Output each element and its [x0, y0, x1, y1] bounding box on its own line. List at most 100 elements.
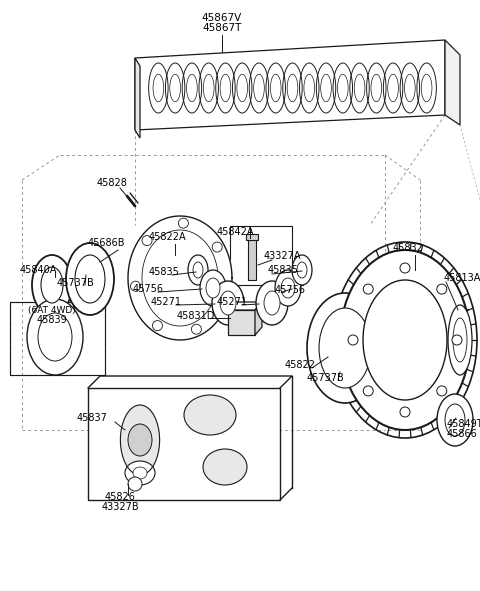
- Text: 45822A: 45822A: [148, 232, 186, 242]
- Ellipse shape: [75, 255, 105, 303]
- Circle shape: [212, 242, 222, 252]
- Ellipse shape: [204, 74, 214, 102]
- Ellipse shape: [287, 74, 298, 102]
- Ellipse shape: [125, 461, 155, 485]
- Ellipse shape: [27, 299, 83, 375]
- Ellipse shape: [133, 467, 147, 479]
- Text: 45842A: 45842A: [216, 227, 254, 237]
- Ellipse shape: [292, 255, 312, 285]
- Ellipse shape: [32, 255, 72, 315]
- Ellipse shape: [206, 278, 220, 298]
- Circle shape: [363, 386, 373, 396]
- Ellipse shape: [253, 74, 264, 102]
- Circle shape: [179, 218, 188, 228]
- Ellipse shape: [297, 262, 307, 278]
- Ellipse shape: [200, 270, 226, 306]
- Ellipse shape: [321, 74, 331, 102]
- Ellipse shape: [275, 270, 301, 306]
- Text: 45813A: 45813A: [444, 273, 480, 283]
- Ellipse shape: [270, 74, 281, 102]
- Polygon shape: [135, 40, 445, 130]
- Text: 45756: 45756: [132, 284, 164, 294]
- Ellipse shape: [307, 293, 383, 403]
- Text: 45828: 45828: [96, 178, 127, 188]
- Ellipse shape: [354, 74, 365, 102]
- Text: 45756: 45756: [275, 285, 306, 295]
- Circle shape: [437, 284, 447, 294]
- Ellipse shape: [41, 267, 63, 303]
- Ellipse shape: [128, 424, 152, 456]
- Text: 45822: 45822: [285, 360, 315, 370]
- Ellipse shape: [319, 308, 371, 388]
- Text: 45271: 45271: [151, 297, 181, 307]
- Polygon shape: [120, 405, 159, 475]
- Ellipse shape: [337, 74, 348, 102]
- Ellipse shape: [220, 74, 231, 102]
- Ellipse shape: [340, 250, 470, 430]
- Ellipse shape: [188, 255, 208, 285]
- Text: 45840A: 45840A: [19, 265, 57, 275]
- Circle shape: [128, 477, 142, 491]
- Ellipse shape: [220, 291, 236, 315]
- Text: 45737B: 45737B: [56, 278, 94, 288]
- Text: 45686B: 45686B: [87, 238, 125, 248]
- Text: 45737B: 45737B: [306, 373, 344, 383]
- Ellipse shape: [304, 74, 314, 102]
- Ellipse shape: [66, 243, 114, 315]
- Text: 45832: 45832: [393, 243, 423, 253]
- Text: 45867T: 45867T: [202, 23, 242, 33]
- Ellipse shape: [187, 74, 197, 102]
- Polygon shape: [228, 310, 255, 335]
- Polygon shape: [88, 388, 280, 500]
- Ellipse shape: [212, 281, 244, 325]
- Text: 45866: 45866: [447, 429, 478, 439]
- Ellipse shape: [264, 291, 280, 315]
- Circle shape: [437, 386, 447, 396]
- Text: 43327B: 43327B: [101, 502, 139, 512]
- Text: 45835: 45835: [268, 265, 299, 275]
- Polygon shape: [248, 238, 256, 280]
- Ellipse shape: [363, 280, 447, 400]
- Circle shape: [153, 320, 162, 330]
- Polygon shape: [445, 40, 460, 125]
- Circle shape: [452, 335, 462, 345]
- Polygon shape: [255, 302, 262, 335]
- Ellipse shape: [453, 318, 467, 362]
- Text: 45839: 45839: [36, 315, 67, 325]
- Ellipse shape: [170, 74, 180, 102]
- Ellipse shape: [203, 449, 247, 485]
- Ellipse shape: [445, 404, 465, 436]
- Text: 45826: 45826: [105, 492, 135, 502]
- Ellipse shape: [437, 394, 473, 446]
- Ellipse shape: [237, 74, 248, 102]
- Circle shape: [142, 236, 152, 245]
- Polygon shape: [246, 234, 258, 240]
- Text: 45835: 45835: [149, 267, 180, 277]
- Text: 45849T: 45849T: [447, 419, 480, 429]
- Text: 45867V: 45867V: [202, 13, 242, 23]
- Circle shape: [131, 281, 141, 291]
- Polygon shape: [135, 58, 140, 138]
- Ellipse shape: [256, 281, 288, 325]
- Ellipse shape: [371, 74, 382, 102]
- Ellipse shape: [421, 74, 432, 102]
- Ellipse shape: [153, 74, 164, 102]
- Ellipse shape: [281, 278, 295, 298]
- Circle shape: [348, 335, 358, 345]
- Ellipse shape: [388, 74, 398, 102]
- Ellipse shape: [193, 262, 203, 278]
- Ellipse shape: [405, 74, 415, 102]
- Text: (6AT 4WD): (6AT 4WD): [28, 306, 76, 314]
- Text: 45271: 45271: [216, 297, 248, 307]
- Polygon shape: [128, 216, 232, 340]
- Circle shape: [218, 289, 228, 299]
- Text: 45837: 45837: [76, 413, 107, 423]
- Ellipse shape: [448, 305, 472, 375]
- Circle shape: [400, 407, 410, 417]
- Polygon shape: [228, 302, 262, 310]
- Circle shape: [363, 284, 373, 294]
- Circle shape: [192, 324, 202, 335]
- Text: 43327A: 43327A: [264, 251, 301, 261]
- Circle shape: [400, 263, 410, 273]
- Ellipse shape: [38, 313, 72, 361]
